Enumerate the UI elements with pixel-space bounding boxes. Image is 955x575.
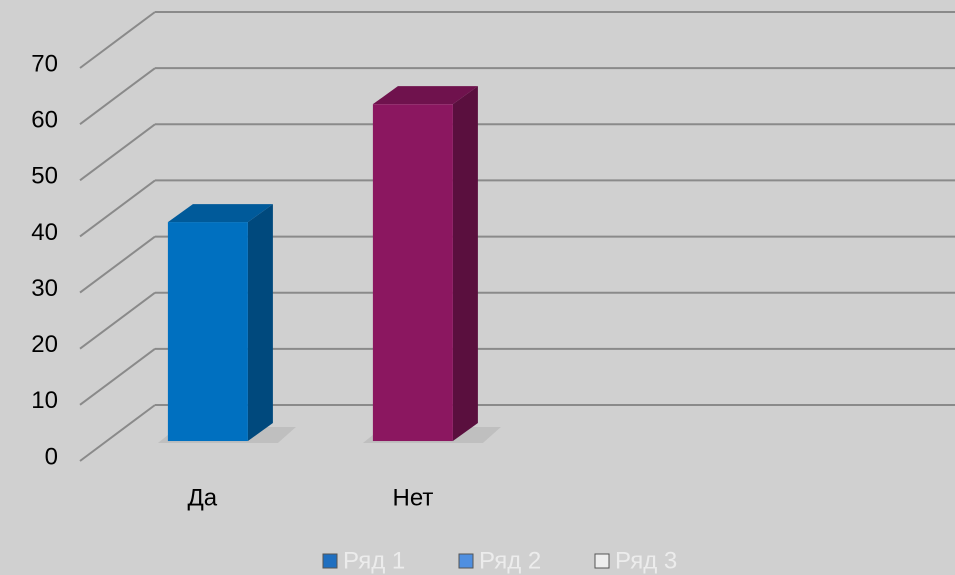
y-tick-label: 50 (31, 163, 58, 190)
y-tick-label: 70 (31, 50, 58, 77)
bar-side (247, 204, 273, 442)
legend-swatch (458, 553, 474, 569)
grid-line-diagonal (79, 179, 156, 238)
grid-line-diagonal (79, 123, 156, 182)
grid-line-diagonal (79, 67, 156, 125)
y-tick-label: 60 (31, 106, 58, 133)
y-tick-label: 20 (31, 331, 58, 358)
legend-swatch (322, 553, 338, 569)
bar (362, 86, 501, 444)
y-tick-label: 30 (31, 275, 58, 302)
bar (157, 204, 296, 444)
grid-line-diagonal (79, 291, 156, 350)
grid-line-diagonal (79, 348, 156, 406)
grid-line-diagonal (79, 11, 156, 69)
legend-swatch (594, 553, 610, 569)
bar-top (167, 204, 273, 223)
legend-label: Ряд 2 (479, 547, 541, 574)
legend-label: Ряд 1 (343, 547, 405, 574)
y-tick-label: 40 (31, 219, 58, 246)
grid-line-diagonal (79, 404, 156, 462)
y-tick-label: 0 (45, 443, 58, 470)
bar-side (452, 86, 478, 442)
bar-top (372, 86, 478, 105)
grid-line-diagonal (79, 235, 156, 294)
bar-front (167, 222, 248, 442)
legend-label: Ряд 3 (615, 547, 677, 574)
y-tick-label: 10 (31, 387, 58, 414)
x-tick-label: Да (188, 484, 218, 511)
x-tick-label: Нет (393, 484, 434, 511)
bar-front (372, 104, 453, 442)
